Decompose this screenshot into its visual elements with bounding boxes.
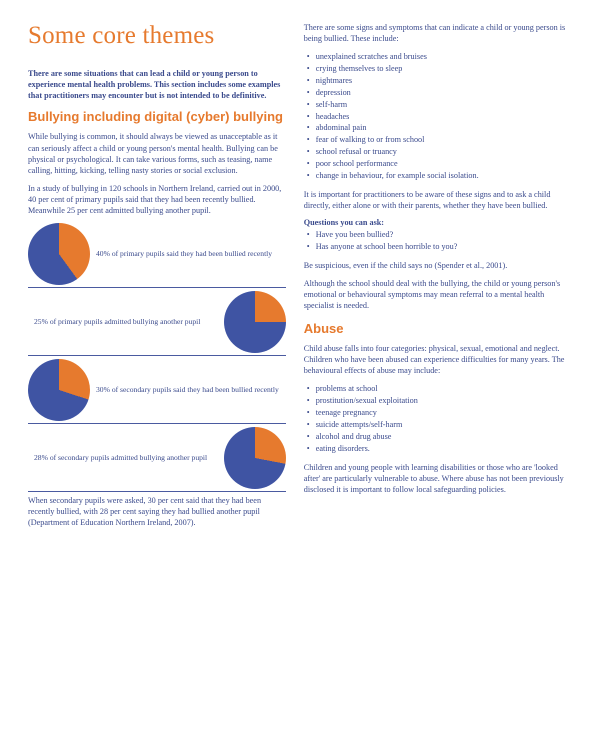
pie-chart-row: 40% of primary pupils said they had been… <box>28 223 286 285</box>
list-item: alcohol and drug abuse <box>304 431 572 443</box>
list-item: prostitution/sexual exploitation <box>304 395 572 407</box>
pie-caption: 40% of primary pupils said they had been… <box>90 249 286 258</box>
list-item: eating disorders. <box>304 443 572 455</box>
divider <box>28 355 286 356</box>
bullying-heading: Bullying including digital (cyber) bully… <box>28 109 286 125</box>
pie-chart-row: 30% of secondary pupils said they had be… <box>28 359 286 421</box>
divider <box>28 423 286 424</box>
right-column: There are some signs and symptoms that c… <box>304 22 572 708</box>
abuse-heading: Abuse <box>304 321 572 336</box>
pie-chart-row: 25% of primary pupils admitted bullying … <box>28 291 286 353</box>
list-item: self-harm <box>304 99 572 111</box>
list-item: nightmares <box>304 75 572 87</box>
pie-caption: 28% of secondary pupils admitted bullyin… <box>28 453 224 462</box>
list-item: problems at school <box>304 383 572 395</box>
signs-after: It is important for practitioners to be … <box>304 189 572 211</box>
questions-label: Questions you can ask: <box>304 218 572 227</box>
left-column: Some core themes There are some situatio… <box>28 22 286 708</box>
pie-chart <box>28 359 90 421</box>
divider <box>28 491 286 492</box>
signs-referral: Although the school should deal with the… <box>304 278 572 311</box>
list-item: suicide attempts/self-harm <box>304 419 572 431</box>
list-item: headaches <box>304 111 572 123</box>
pie-chart-row: 28% of secondary pupils admitted bullyin… <box>28 427 286 489</box>
list-item: Has anyone at school been horrible to yo… <box>304 241 572 253</box>
signs-suspicious: Be suspicious, even if the child says no… <box>304 260 572 271</box>
abuse-intro: Child abuse falls into four categories: … <box>304 343 572 376</box>
page-title: Some core themes <box>28 22 286 50</box>
list-item: change in behaviour, for example social … <box>304 170 572 182</box>
questions-list: Have you been bullied?Has anyone at scho… <box>304 229 572 253</box>
list-item: teenage pregnancy <box>304 407 572 419</box>
list-item: crying themselves to sleep <box>304 63 572 75</box>
list-item: abdominal pain <box>304 122 572 134</box>
pie-caption: 25% of primary pupils admitted bullying … <box>28 317 224 326</box>
list-item: school refusal or truancy <box>304 146 572 158</box>
list-item: Have you been bullied? <box>304 229 572 241</box>
pie-caption: 30% of secondary pupils said they had be… <box>90 385 286 394</box>
intro-para: There are some situations that can lead … <box>28 68 286 101</box>
bullying-closing: When secondary pupils were asked, 30 per… <box>28 495 286 528</box>
bullying-p2: In a study of bullying in 120 schools in… <box>28 183 286 216</box>
list-item: poor school performance <box>304 158 572 170</box>
pie-chart <box>224 291 286 353</box>
abuse-list: problems at schoolprostitution/sexual ex… <box>304 383 572 454</box>
list-item: depression <box>304 87 572 99</box>
signs-intro: There are some signs and symptoms that c… <box>304 22 572 44</box>
list-item: unexplained scratches and bruises <box>304 51 572 63</box>
signs-list: unexplained scratches and bruisescrying … <box>304 51 572 182</box>
bullying-p1: While bullying is common, it should alwa… <box>28 131 286 175</box>
list-item: fear of walking to or from school <box>304 134 572 146</box>
pie-chart <box>28 223 90 285</box>
abuse-closing: Children and young people with learning … <box>304 462 572 495</box>
charts-block: 40% of primary pupils said they had been… <box>28 223 286 492</box>
pie-chart <box>224 427 286 489</box>
divider <box>28 287 286 288</box>
